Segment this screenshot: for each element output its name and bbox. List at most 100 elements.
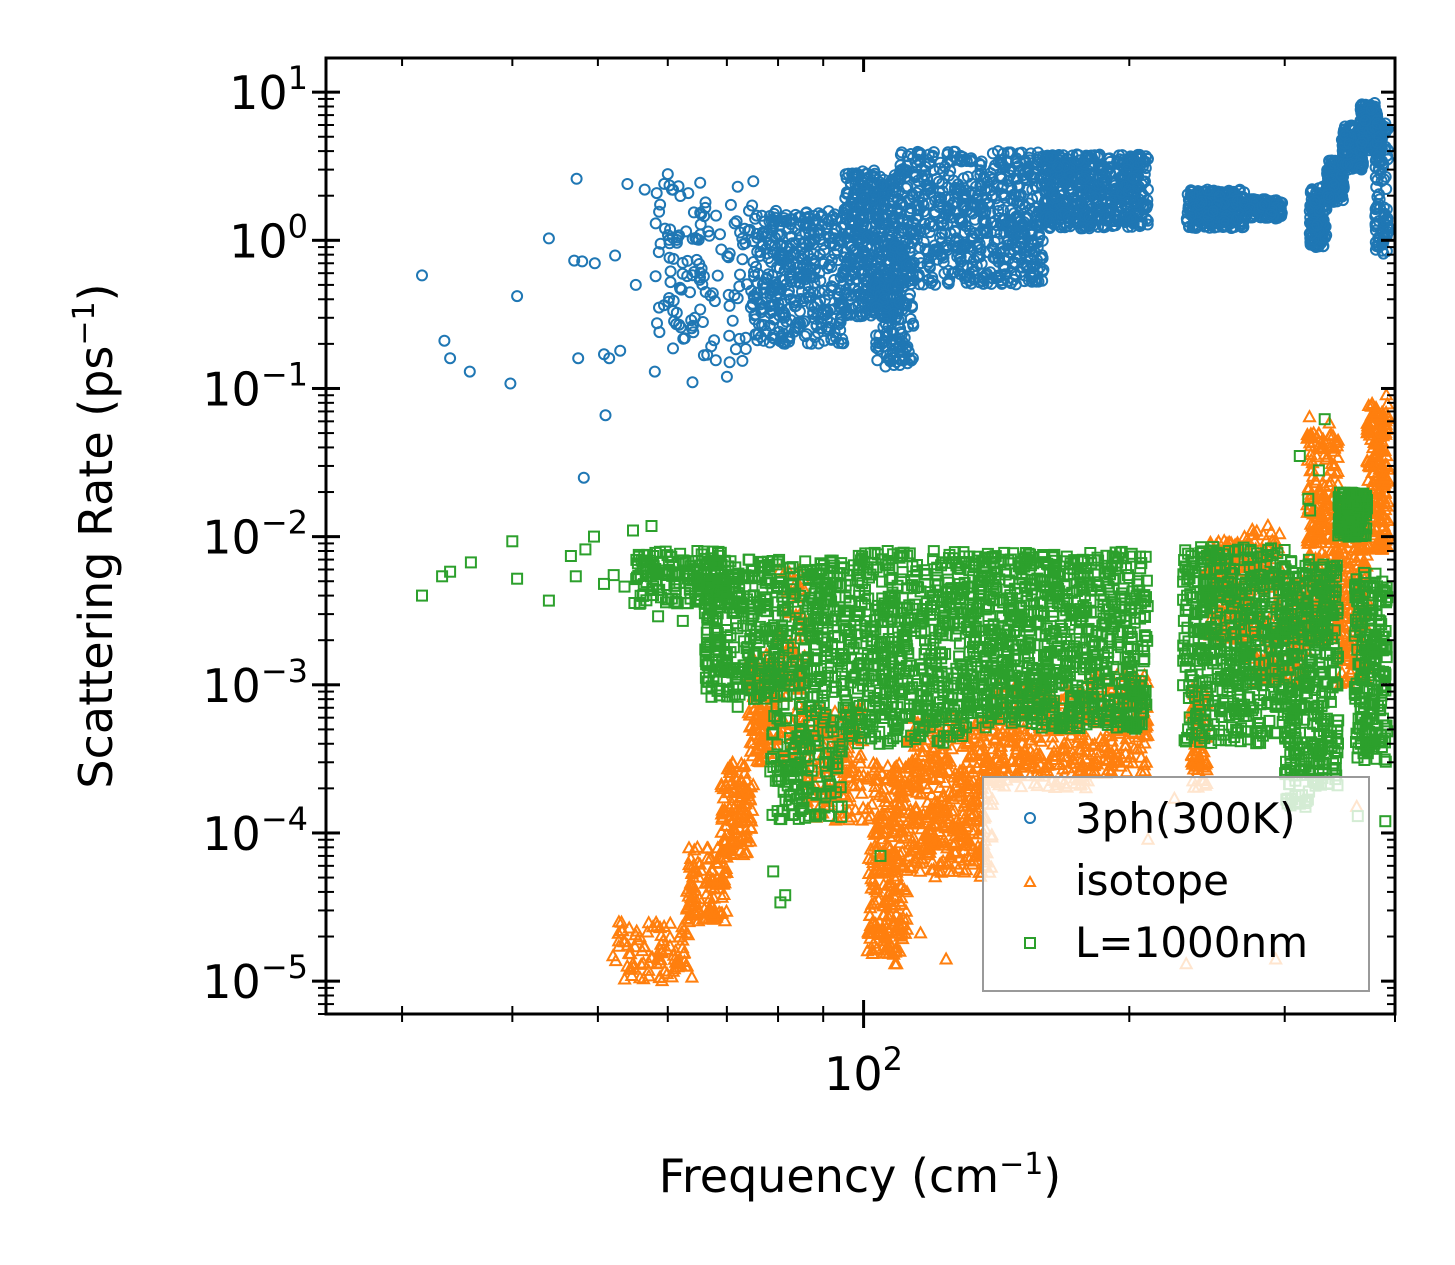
point-isotope <box>887 781 902 795</box>
point-isotope <box>852 768 867 782</box>
point-isotope <box>876 945 891 959</box>
point-isotope <box>749 706 765 720</box>
point-isotope <box>872 914 887 928</box>
point-isotope <box>876 938 892 952</box>
point-isotope <box>611 938 626 952</box>
point-isotope <box>702 905 717 919</box>
point-isotope <box>745 748 760 762</box>
point-isotope <box>864 896 880 910</box>
point-isotope <box>665 963 681 977</box>
point-isotope <box>876 781 891 795</box>
point-isotope <box>654 927 669 941</box>
point-isotope <box>733 842 749 856</box>
point-isotope <box>677 953 692 967</box>
point-isotope <box>880 877 895 891</box>
point-isotope <box>677 921 692 935</box>
point-isotope <box>727 821 742 835</box>
point-isotope <box>866 935 881 949</box>
point-isotope <box>1272 526 1287 540</box>
point-isotope <box>880 790 895 804</box>
point-isotope <box>872 787 887 801</box>
point-isotope <box>863 925 879 939</box>
point-isotope <box>754 712 769 726</box>
point-isotope <box>641 915 656 929</box>
point-isotope <box>840 793 855 807</box>
point-isotope <box>780 723 795 737</box>
point-isotope <box>729 772 744 786</box>
point-isotope <box>738 828 754 842</box>
point-isotope <box>703 850 719 864</box>
point-isotope <box>731 820 747 834</box>
point-isotope <box>685 864 700 878</box>
point-isotope <box>745 722 761 736</box>
point-isotope <box>654 945 669 959</box>
point-isotope <box>636 971 651 985</box>
point-isotope <box>726 832 741 846</box>
point-isotope <box>865 945 880 959</box>
data-layer <box>416 97 1396 987</box>
point-isotope <box>634 956 649 970</box>
point-isotope <box>752 740 767 754</box>
point-isotope <box>877 851 893 865</box>
point-isotope <box>620 958 635 972</box>
point-isotope <box>865 942 880 956</box>
point-isotope <box>869 756 884 770</box>
point-isotope <box>750 753 765 767</box>
point-isotope <box>712 904 727 918</box>
point-isotope <box>699 886 714 900</box>
point-isotope <box>848 802 863 816</box>
point-isotope <box>881 893 896 907</box>
point-isotope <box>889 759 904 773</box>
point-isotope <box>722 843 737 857</box>
point-isotope <box>899 884 915 898</box>
point-isotope <box>753 721 768 735</box>
point-isotope <box>684 969 700 983</box>
point-isotope <box>862 907 878 921</box>
point-isotope <box>741 788 756 802</box>
point-isotope <box>636 938 652 952</box>
point-isotope <box>731 809 746 823</box>
point-isotope <box>882 829 898 843</box>
point-isotope <box>864 880 879 894</box>
point-isotope <box>885 900 900 914</box>
point-isotope <box>640 924 655 938</box>
point-isotope <box>860 801 876 815</box>
point-isotope <box>630 932 645 946</box>
point-isotope <box>680 899 695 913</box>
point-isotope <box>880 758 895 772</box>
point-isotope <box>891 797 907 811</box>
point-isotope <box>889 920 904 934</box>
point-isotope <box>894 890 909 904</box>
point-isotope <box>866 755 881 769</box>
point-isotope <box>883 875 898 889</box>
point-isotope <box>611 925 626 939</box>
point-isotope <box>868 773 883 787</box>
point-isotope <box>730 801 745 815</box>
point-isotope <box>886 771 901 785</box>
point-isotope <box>738 822 753 836</box>
point-isotope <box>620 937 635 951</box>
point-isotope <box>668 943 683 957</box>
point-isotope <box>614 923 629 937</box>
point-isotope <box>737 758 752 772</box>
point-isotope <box>717 802 732 816</box>
point-isotope <box>697 911 713 925</box>
point-isotope <box>861 924 876 938</box>
point-isotope <box>683 906 698 920</box>
point-isotope <box>854 785 869 799</box>
point-isotope <box>892 846 908 860</box>
point-isotope <box>871 811 887 825</box>
point-isotope <box>861 850 876 864</box>
point-isotope <box>865 913 881 927</box>
point-isotope <box>877 928 892 942</box>
point-isotope <box>754 730 770 744</box>
point-isotope <box>717 864 733 878</box>
point-isotope <box>886 767 901 781</box>
point-isotope <box>683 893 698 907</box>
point-isotope <box>853 747 868 761</box>
point-isotope <box>703 879 718 893</box>
point-isotope <box>884 846 899 860</box>
point-isotope <box>716 886 732 900</box>
point-isotope <box>623 946 638 960</box>
